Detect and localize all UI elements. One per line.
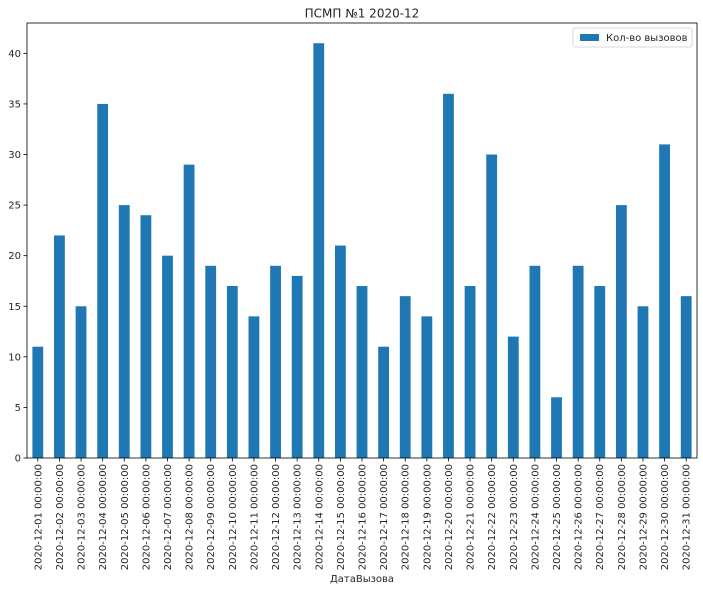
x-tick-label: 2020-12-12 00:00:00 bbox=[271, 464, 282, 570]
legend: Кол-во вызовов bbox=[572, 27, 693, 48]
bar-2020-12-30 bbox=[659, 144, 670, 458]
bar-2020-12-10 bbox=[226, 286, 238, 458]
bar-2020-12-14 bbox=[313, 43, 325, 458]
x-tick-label: 2020-12-05 00:00:00 bbox=[120, 464, 131, 570]
bar-2020-12-07 bbox=[162, 255, 173, 458]
x-tick-label: 2020-12-22 00:00:00 bbox=[487, 464, 498, 570]
legend-box bbox=[572, 27, 693, 48]
y-tick-label: 0 bbox=[15, 454, 21, 465]
bar-2020-12-22 bbox=[486, 154, 498, 458]
x-tick-label: 2020-12-11 00:00:00 bbox=[249, 464, 260, 570]
y-tick-label: 30 bbox=[8, 150, 21, 161]
bar-2020-12-16 bbox=[356, 286, 368, 458]
x-axis-label: ДатаВызова bbox=[330, 574, 394, 585]
x-tick-label: 2020-12-24 00:00:00 bbox=[530, 464, 541, 570]
x-tick-label: 2020-12-30 00:00:00 bbox=[660, 464, 671, 570]
bar-2020-12-20 bbox=[443, 93, 454, 458]
bar-2020-12-23 bbox=[507, 336, 519, 458]
x-tick-label: 2020-12-09 00:00:00 bbox=[206, 464, 217, 570]
bars-group bbox=[32, 43, 692, 459]
legend-label: Кол-во вызовов bbox=[606, 33, 688, 44]
y-axis: 0 5 10 15 20 25 30 35 40 bbox=[8, 49, 27, 465]
x-tick-label: 2020-12-17 00:00:00 bbox=[379, 464, 390, 570]
x-tick-label: 2020-12-15 00:00:00 bbox=[336, 464, 347, 570]
bar-2020-12-25 bbox=[551, 397, 562, 458]
x-tick-label: 2020-12-06 00:00:00 bbox=[141, 464, 152, 570]
x-tick-label: 2020-12-03 00:00:00 bbox=[77, 464, 88, 570]
bar-2020-12-02 bbox=[54, 235, 65, 458]
bar-2020-12-05 bbox=[118, 205, 130, 458]
bar-2020-12-04 bbox=[97, 103, 109, 459]
bar-2020-12-11 bbox=[248, 316, 260, 458]
y-tick-label: 5 bbox=[15, 403, 21, 414]
bar-2020-12-17 bbox=[378, 346, 390, 458]
bar-2020-12-31 bbox=[680, 296, 692, 458]
y-tick-label: 20 bbox=[8, 251, 21, 262]
x-tick-label: 2020-12-28 00:00:00 bbox=[617, 464, 628, 570]
x-tick-label: 2020-12-14 00:00:00 bbox=[314, 464, 325, 570]
bar-2020-12-21 bbox=[464, 286, 476, 458]
y-tick-label: 25 bbox=[8, 201, 21, 212]
x-tick-label: 2020-12-31 00:00:00 bbox=[682, 464, 693, 570]
y-tick-label: 40 bbox=[8, 49, 21, 60]
x-tick-label: 2020-12-16 00:00:00 bbox=[358, 464, 369, 570]
bar-2020-12-01 bbox=[32, 346, 44, 458]
x-tick-label: 2020-12-26 00:00:00 bbox=[574, 464, 585, 570]
x-tick-label: 2020-12-20 00:00:00 bbox=[444, 464, 455, 570]
bar-2020-12-26 bbox=[572, 265, 584, 458]
x-tick-label: 2020-12-07 00:00:00 bbox=[163, 464, 174, 570]
x-tick-label: 2020-12-27 00:00:00 bbox=[595, 464, 606, 570]
x-axis: 2020-12-01 00:00:00 2020-12-02 00:00:00 20… bbox=[33, 458, 693, 570]
x-tick-label: 2020-12-19 00:00:00 bbox=[422, 464, 433, 570]
x-tick-label: 2020-12-29 00:00:00 bbox=[638, 464, 649, 570]
y-tick-label: 15 bbox=[8, 302, 21, 313]
bar-2020-12-12 bbox=[270, 265, 281, 458]
x-tick-label: 2020-12-25 00:00:00 bbox=[552, 464, 563, 570]
y-tick-label: 10 bbox=[8, 352, 21, 363]
x-tick-label: 2020-12-04 00:00:00 bbox=[98, 464, 109, 570]
x-tick-label: 2020-12-10 00:00:00 bbox=[228, 464, 239, 570]
x-tick-label: 2020-12-18 00:00:00 bbox=[401, 464, 412, 570]
bar-2020-12-18 bbox=[399, 296, 411, 458]
chart-title: ПСМП №1 2020-12 bbox=[305, 7, 420, 21]
bar-2020-12-09 bbox=[205, 265, 217, 458]
bar-2020-12-24 bbox=[529, 265, 541, 458]
x-tick-label: 2020-12-13 00:00:00 bbox=[293, 464, 304, 570]
bar-2020-12-08 bbox=[183, 164, 195, 458]
bar-2020-12-27 bbox=[594, 286, 606, 458]
bar-2020-12-03 bbox=[75, 306, 87, 458]
x-tick-label: 2020-12-02 00:00:00 bbox=[55, 464, 66, 570]
legend-swatch bbox=[580, 34, 599, 41]
y-tick-label: 35 bbox=[8, 99, 21, 110]
bar-2020-12-28 bbox=[615, 205, 627, 458]
bar-2020-12-29 bbox=[637, 306, 649, 458]
x-tick-label: 2020-12-08 00:00:00 bbox=[185, 464, 196, 570]
bar-2020-12-15 bbox=[334, 245, 346, 458]
bar-2020-12-19 bbox=[421, 316, 433, 458]
bar-2020-12-06 bbox=[140, 215, 152, 458]
x-tick-label: 2020-12-23 00:00:00 bbox=[509, 464, 520, 570]
x-tick-label: 2020-12-21 00:00:00 bbox=[466, 464, 477, 570]
bar-2020-12-13 bbox=[291, 275, 303, 458]
x-tick-label: 2020-12-01 00:00:00 bbox=[33, 464, 44, 570]
